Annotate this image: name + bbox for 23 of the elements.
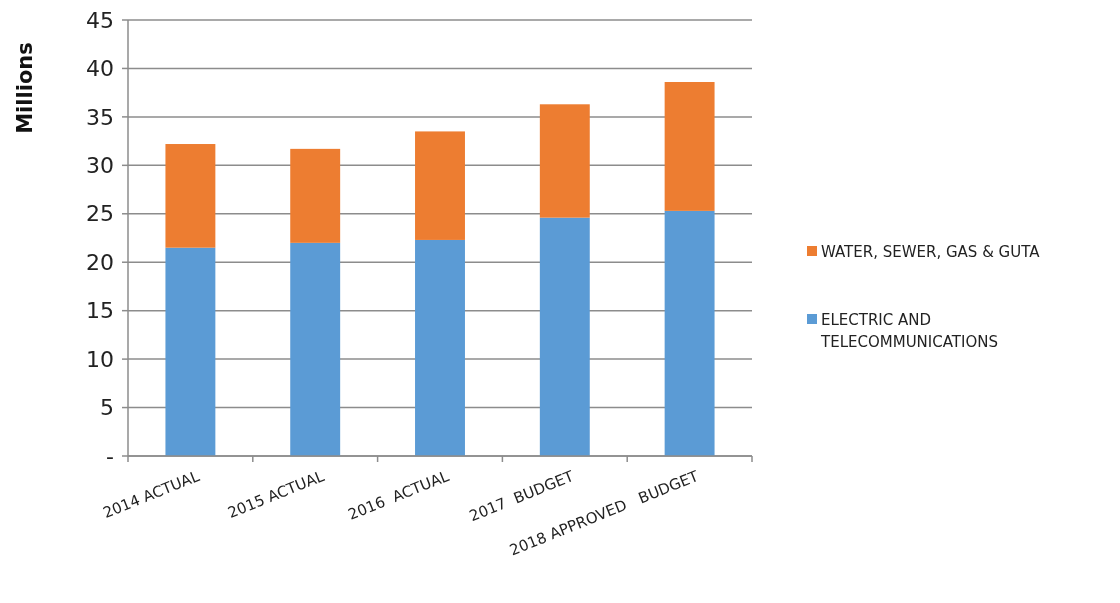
- y-tick-label: 5: [100, 395, 114, 421]
- y-tick-label: 10: [86, 346, 114, 372]
- y-tick-label: 20: [86, 249, 114, 275]
- y-tick-label: 45: [86, 7, 114, 33]
- y-tick-label: 35: [86, 104, 114, 130]
- legend-label: WATER, SEWER, GAS & GUTA: [821, 243, 1041, 262]
- legend-label: ELECTRIC AND TELECOMMUNICATIONS: [820, 311, 998, 352]
- y-tick-label: 40: [86, 56, 114, 82]
- y-tick-label: 25: [86, 201, 114, 227]
- bar: [415, 239, 465, 456]
- bar: [165, 144, 216, 248]
- bar: [290, 242, 341, 456]
- bar: [165, 247, 216, 456]
- y-axis-title: Millions: [13, 42, 37, 134]
- bar: [664, 82, 715, 211]
- y-tick-label: -: [106, 443, 114, 469]
- y-tick-label: 15: [86, 298, 114, 324]
- bar: [664, 210, 715, 456]
- bar: [539, 104, 590, 218]
- bar: [290, 148, 341, 243]
- bar: [415, 131, 465, 240]
- bar: [539, 217, 590, 456]
- y-tick-label: 30: [86, 153, 114, 179]
